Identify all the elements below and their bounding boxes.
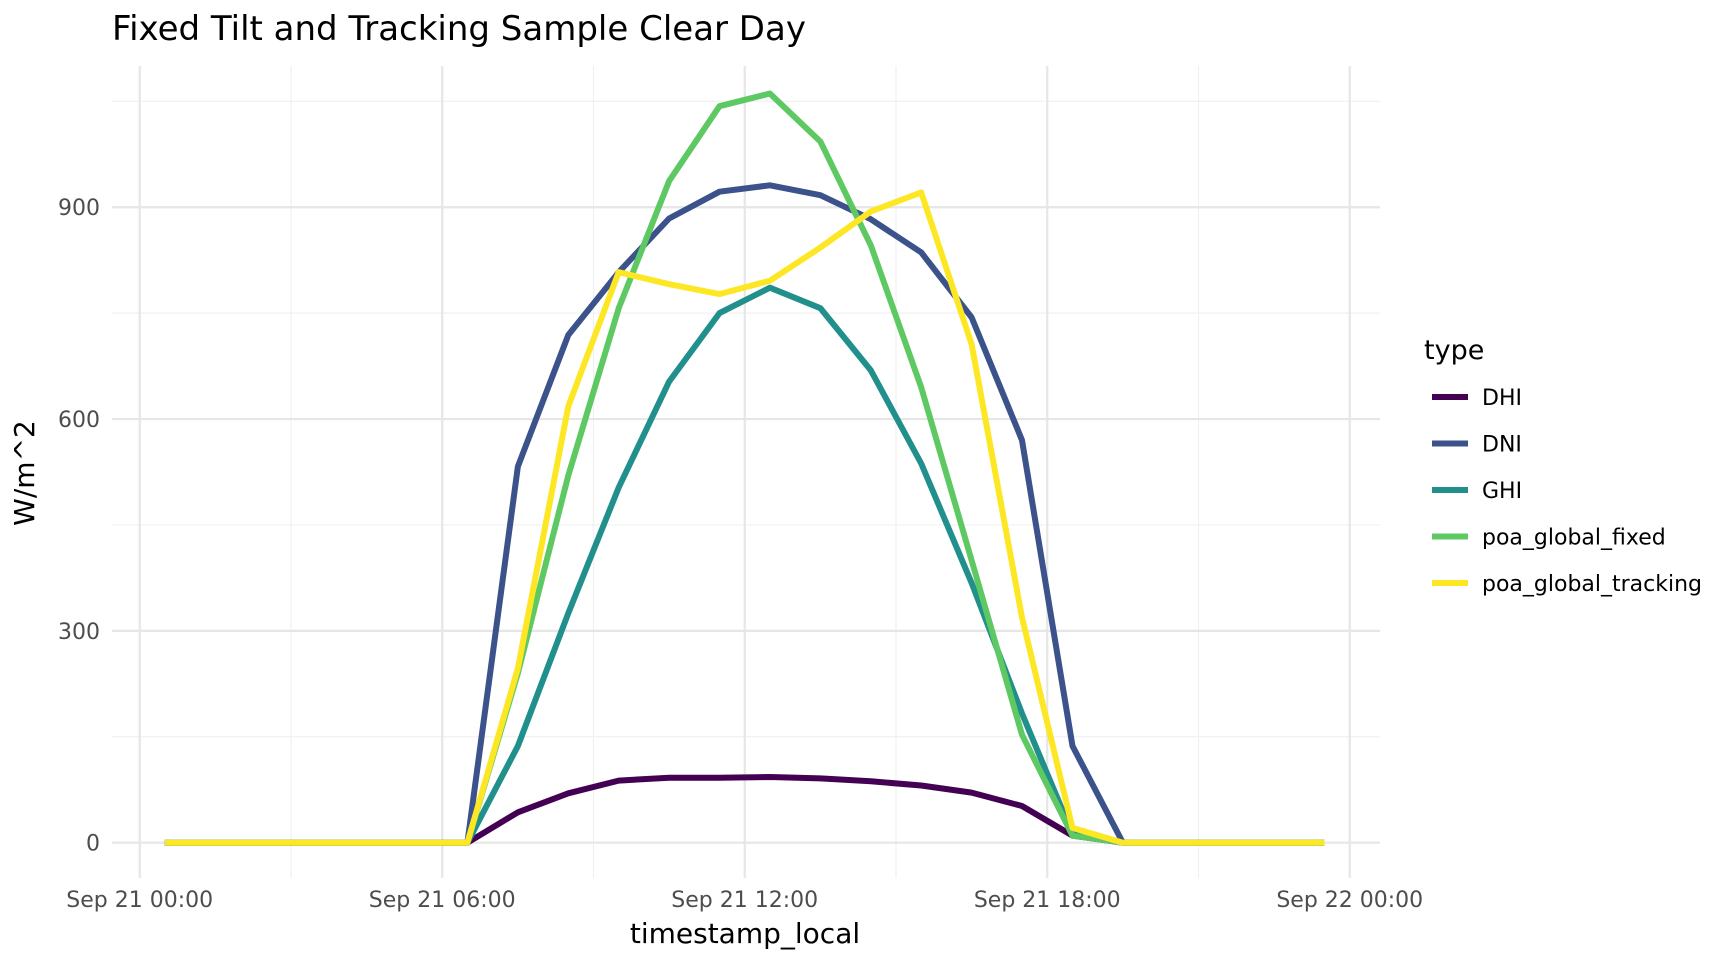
y-axis-ticks: 0 300 600 900 (58, 196, 100, 856)
legend: type DHI DNI GHI poa_global_fixed poa_global… (1424, 335, 1702, 597)
x-axis-title: timestamp_local (630, 917, 860, 950)
series-line-poa_global_tracking (164, 189, 1325, 846)
series-lines (164, 90, 1325, 846)
legend-label-poa_global_fixed: poa_global_fixed (1482, 526, 1666, 551)
y-axis-title: W/m^2 (8, 420, 41, 526)
legend-label-DHI: DHI (1482, 386, 1522, 411)
y-tick-label: 600 (58, 408, 100, 433)
legend-title: type (1424, 335, 1484, 366)
x-tick-label: Sep 21 12:00 (671, 888, 818, 913)
legend-label-GHI: GHI (1482, 479, 1522, 504)
y-tick-label: 0 (86, 832, 100, 857)
chart-title: Fixed Tilt and Tracking Sample Clear Day (112, 9, 806, 49)
legend-items: DHI DNI GHI poa_global_fixed poa_global_trac… (1432, 386, 1702, 597)
legend-label-DNI: DNI (1482, 433, 1522, 458)
x-axis-ticks: Sep 21 00:00 Sep 21 06:00 Sep 21 12:00 Sep … (66, 888, 1423, 913)
x-tick-label: Sep 22 00:00 (1276, 888, 1423, 913)
x-tick-label: Sep 21 00:00 (66, 888, 213, 913)
x-tick-label: Sep 21 06:00 (369, 888, 516, 913)
x-tick-label: Sep 21 18:00 (974, 888, 1121, 913)
y-tick-label: 300 (58, 620, 100, 645)
y-tick-label: 900 (58, 196, 100, 221)
legend-label-poa_global_tracking: poa_global_tracking (1482, 572, 1702, 597)
